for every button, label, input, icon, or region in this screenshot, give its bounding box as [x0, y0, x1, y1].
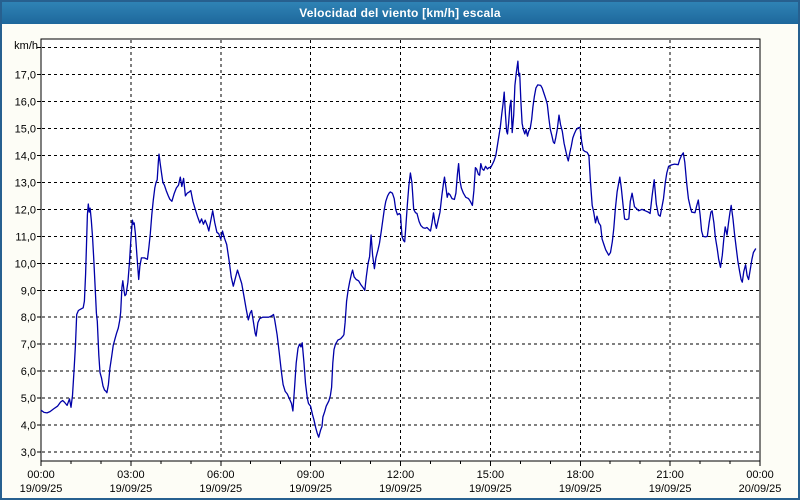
x-tick-date-label: 19/09/25	[109, 483, 152, 495]
x-tick-date-label: 19/09/25	[20, 483, 63, 495]
x-tick-date-label: 20/09/25	[739, 483, 782, 495]
y-tick-label: 5,0	[21, 393, 36, 405]
x-tick-date-label: 19/09/25	[379, 483, 422, 495]
y-tick-label: 7,0	[21, 339, 36, 351]
y-tick-label: 11,0	[15, 231, 36, 243]
x-tick-time-label: 12:00	[387, 469, 415, 481]
wind-chart-svg: 17,0 16,0 15,0 14,0 13,0 12,0 11,0 10,0 9,0 8,0 7,…	[15, 38, 782, 495]
y-tick-label: 4,0	[21, 420, 36, 432]
x-tick-date-label: 19/09/25	[289, 483, 332, 495]
x-tick-time-label: 21:00	[656, 469, 684, 481]
x-tick-date-label: 19/09/25	[559, 483, 602, 495]
x-tick-date-label: 19/09/25	[649, 483, 692, 495]
x-tick-time-label: 18:00	[566, 469, 594, 481]
y-tick-label: 8,0	[21, 312, 36, 324]
y-tick-label: 17,0	[15, 70, 36, 82]
y-tick-label: 10,0	[15, 258, 36, 270]
y-tick-label: 14,0	[15, 151, 36, 163]
y-tick-label: 6,0	[21, 366, 36, 378]
y-tick-label: 15,0	[15, 124, 36, 136]
y-tick-label: 12,0	[15, 204, 36, 216]
x-tick-time-label: 06:00	[207, 469, 235, 481]
y-axis-unit-label: km/h	[14, 40, 38, 52]
y-tick-label: 3,0	[21, 447, 36, 459]
y-tick-label: 9,0	[21, 285, 36, 297]
x-tick-time-label: 00:00	[27, 469, 55, 481]
x-tick-date-label: 19/09/25	[469, 483, 512, 495]
chart-content-area: km/h 17,0 16,0 15,0 14,0 13,0 12,0 11,0 10,0 9,0…	[2, 24, 798, 498]
window-title-bar: Velocidad del viento [km/h] escala	[2, 2, 798, 24]
wind-speed-line	[40, 60, 757, 438]
y-tick-label: 16,0	[15, 97, 36, 109]
x-tick-time-label: 03:00	[117, 469, 145, 481]
y-tick-label: 13,0	[15, 177, 36, 189]
x-tick-time-label: 00:00	[746, 469, 774, 481]
x-tick-date-label: 19/09/25	[199, 483, 242, 495]
x-tick-time-label: 09:00	[297, 469, 325, 481]
x-tick-time-label: 15:00	[477, 469, 505, 481]
window-title: Velocidad del viento [km/h] escala	[299, 6, 501, 20]
